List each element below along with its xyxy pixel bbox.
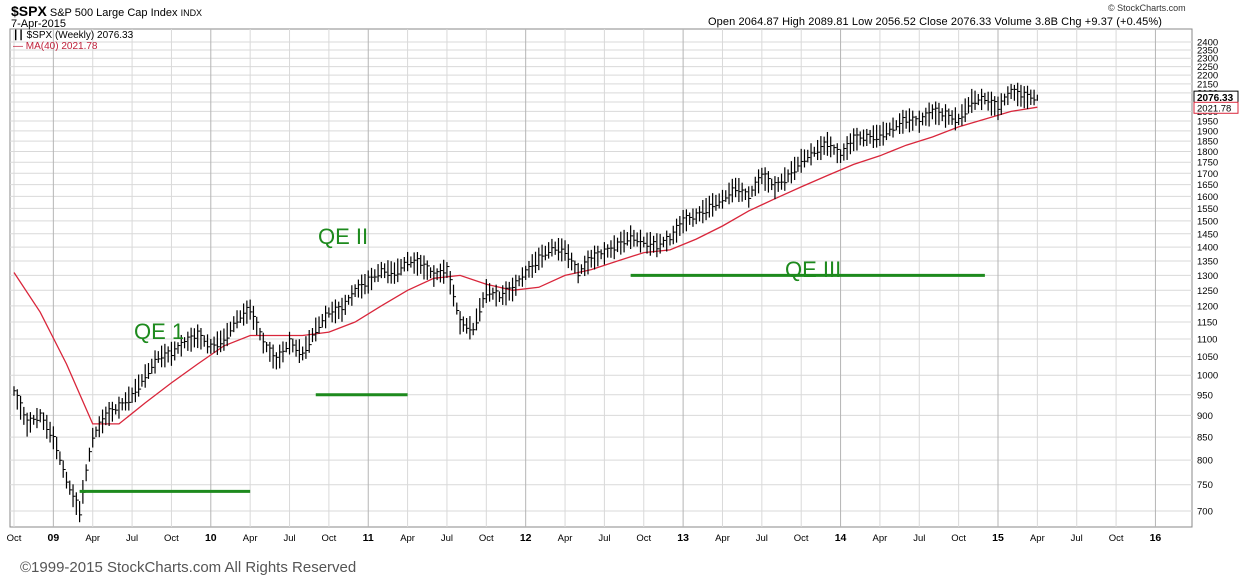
last-price-tag: 2076.33 bbox=[1197, 93, 1234, 104]
x-tick-label: Jul bbox=[283, 533, 295, 544]
y-tick-label: 750 bbox=[1197, 480, 1213, 491]
y-tick-label: 1850 bbox=[1197, 137, 1218, 148]
y-tick-label: 1300 bbox=[1197, 271, 1218, 282]
y-tick-label: 1800 bbox=[1197, 147, 1218, 158]
x-tick-label: Apr bbox=[873, 533, 888, 544]
index-name: S&P 500 Large Cap Index bbox=[49, 7, 178, 19]
y-tick-label: 2150 bbox=[1197, 79, 1218, 90]
x-tick-label: Jul bbox=[126, 533, 138, 544]
x-tick-label: Apr bbox=[715, 533, 730, 544]
x-tick-label: Oct bbox=[479, 533, 494, 544]
x-tick-label: Jul bbox=[1071, 533, 1083, 544]
y-tick-label: 1750 bbox=[1197, 158, 1218, 169]
y-tick-label: 2350 bbox=[1197, 46, 1218, 57]
y-tick-label: 1400 bbox=[1197, 243, 1218, 254]
x-tick-label: 11 bbox=[363, 532, 374, 544]
x-tick-label: Oct bbox=[951, 533, 966, 544]
qe-label: QE II bbox=[318, 224, 368, 249]
symbol: $SPX bbox=[11, 3, 47, 19]
x-tick-label: Apr bbox=[558, 533, 573, 544]
y-tick-label: 1450 bbox=[1197, 229, 1218, 240]
x-tick-label: Jul bbox=[441, 533, 453, 544]
x-tick-label: 14 bbox=[835, 532, 847, 544]
x-tick-label: 15 bbox=[992, 532, 1004, 544]
qe-label: QE III bbox=[785, 257, 841, 282]
y-tick-label: 1000 bbox=[1197, 371, 1218, 382]
y-tick-label: 1950 bbox=[1197, 117, 1218, 128]
y-tick-label: 1150 bbox=[1197, 318, 1217, 329]
y-tick-label: 1600 bbox=[1197, 192, 1218, 203]
x-tick-label: 12 bbox=[520, 532, 532, 544]
copyright: ©1999-2015 StockCharts.com All Rights Re… bbox=[20, 559, 357, 576]
x-tick-label: Oct bbox=[1109, 533, 1124, 544]
y-tick-label: 950 bbox=[1197, 390, 1213, 401]
y-tick-label: 1650 bbox=[1197, 180, 1218, 191]
x-tick-label: Jul bbox=[598, 533, 610, 544]
qe-label: QE 1 bbox=[134, 319, 184, 344]
y-tick-label: 1500 bbox=[1197, 216, 1218, 227]
exchange: INDX bbox=[180, 8, 203, 18]
x-tick-label: 09 bbox=[48, 532, 60, 544]
y-tick-label: 1700 bbox=[1197, 169, 1218, 180]
source-credit: © StockCharts.com bbox=[1108, 3, 1186, 13]
x-tick-label: Apr bbox=[243, 533, 258, 544]
last-ma-tag: 2021.78 bbox=[1197, 103, 1231, 114]
x-tick-label: Oct bbox=[636, 533, 651, 544]
y-tick-label: 1050 bbox=[1197, 352, 1218, 363]
y-tick-label: 2200 bbox=[1197, 71, 1218, 82]
ohlc-readout: Open 2064.87 High 2089.81 Low 2056.52 Cl… bbox=[708, 16, 1163, 28]
ma-line-icon: — bbox=[13, 41, 23, 52]
y-tick-label: 1250 bbox=[1197, 286, 1218, 297]
y-tick-label: 1550 bbox=[1197, 204, 1218, 215]
y-tick-label: 1350 bbox=[1197, 257, 1218, 268]
x-tick-label: Jul bbox=[756, 533, 768, 544]
y-tick-label: 2250 bbox=[1197, 62, 1218, 73]
y-tick-label: 850 bbox=[1197, 433, 1213, 444]
y-tick-label: 800 bbox=[1197, 456, 1213, 467]
price-bar-icon: ┃┃ bbox=[13, 30, 24, 40]
chart-date: 7-Apr-2015 bbox=[11, 18, 67, 30]
x-tick-label: Oct bbox=[164, 533, 179, 544]
x-tick-label: Jul bbox=[913, 533, 925, 544]
y-tick-label: 2300 bbox=[1197, 54, 1218, 65]
y-tick-label: 1200 bbox=[1197, 301, 1218, 312]
x-tick-label: 10 bbox=[205, 532, 217, 544]
x-tick-label: 16 bbox=[1150, 532, 1162, 544]
x-tick-label: Apr bbox=[1030, 533, 1045, 544]
y-tick-label: 900 bbox=[1197, 411, 1213, 422]
x-tick-label: Oct bbox=[794, 533, 809, 544]
x-tick-label: Oct bbox=[321, 533, 336, 544]
x-tick-label: Oct bbox=[7, 533, 22, 544]
plot-area bbox=[9, 28, 1193, 528]
legend-ma: — MA(40) 2021.78 bbox=[13, 41, 98, 52]
y-tick-label: 2400 bbox=[1197, 38, 1218, 49]
x-tick-label: Apr bbox=[85, 533, 100, 544]
y-tick-label: 700 bbox=[1197, 507, 1213, 518]
x-tick-label: 13 bbox=[677, 532, 689, 544]
ma-line bbox=[13, 106, 1038, 425]
x-tick-label: Apr bbox=[400, 533, 415, 544]
legend-price: ┃┃ $SPX (Weekly) 2076.33 bbox=[13, 30, 134, 41]
y-tick-label: 1900 bbox=[1197, 126, 1218, 137]
last-ma-tag-box bbox=[1193, 101, 1239, 114]
y-tick-label: 1100 bbox=[1197, 334, 1217, 345]
